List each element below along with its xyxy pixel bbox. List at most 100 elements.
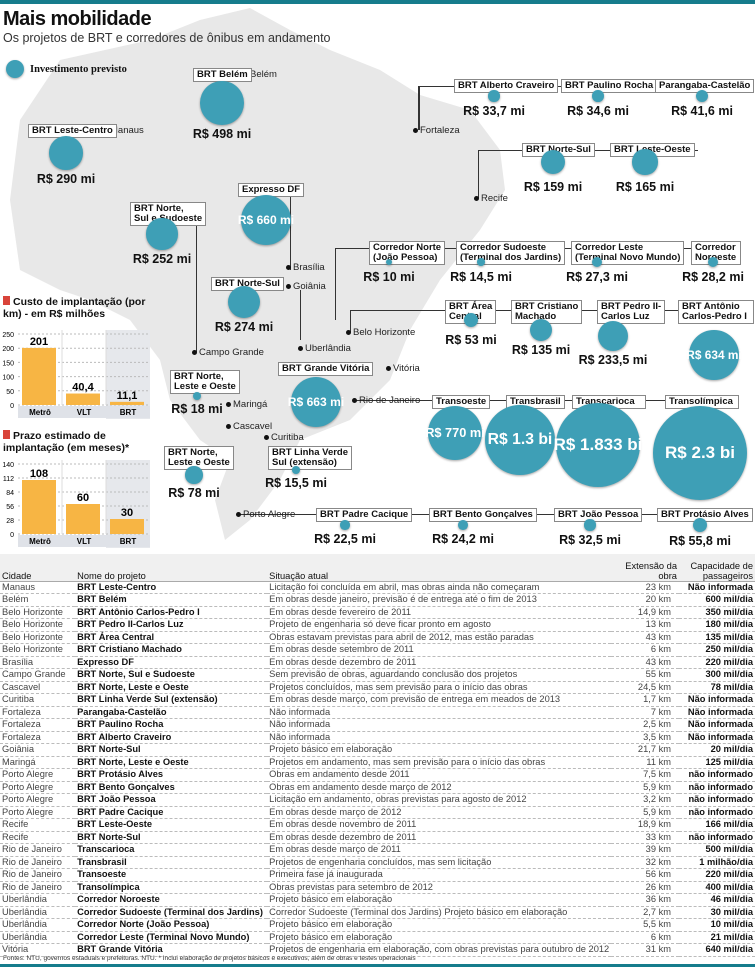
cell-project: BRT João Pessoa	[75, 793, 268, 807]
investment-circle	[458, 520, 468, 530]
y-tick-label: 200	[2, 346, 14, 353]
cell-status: Em obras desde março, com previsão de en…	[267, 693, 612, 707]
cell-status: Sem previsão de obras, aguardando conclu…	[267, 668, 612, 682]
cell-project: BRT Cristiano Machado	[75, 643, 268, 657]
table-row: Belo Horizonte BRT Antônio Carlos-Pedro I…	[0, 606, 755, 619]
table-row: Belo Horizonte BRT Pedro II-Carlos Luz Pro…	[0, 618, 755, 632]
y-tick-label: 56	[6, 504, 14, 511]
investment-value: R$ 22,5 mi	[314, 531, 376, 546]
investment-circle	[529, 318, 553, 342]
project-label: Corredor Norte (João Pessoa)	[369, 241, 446, 265]
cell-capacity: Não informada	[678, 718, 755, 732]
cell-length: 2,7 km	[611, 906, 679, 919]
city-label: Cascavel	[226, 421, 272, 432]
cell-length: 36 km	[611, 893, 679, 907]
x-tick-label: Metrô	[29, 537, 51, 546]
cell-capacity: 220 mil/dia	[678, 656, 755, 669]
project-label: Corredor Leste (Terminal Novo Mundo)	[571, 241, 685, 265]
investment-value: R$ 28,2 mi	[682, 270, 744, 284]
cell-project: Corredor Leste (Terminal Novo Mundo)	[75, 931, 268, 944]
investment-circle	[463, 312, 479, 328]
cell-project: BRT Linha Verde Sul (extensão)	[75, 693, 268, 707]
cell-city: Vitória	[0, 943, 76, 957]
projects-table: Cidade Nome do projeto Situação atual Exten…	[0, 554, 755, 957]
table-row: Curitiba BRT Linha Verde Sul (extensão) Em…	[0, 693, 755, 707]
cell-city: Recife	[0, 831, 76, 844]
cell-project: BRT Grande Vitória	[75, 943, 268, 957]
cell-length: 33 km	[611, 831, 679, 844]
y-tick-label: 28	[6, 518, 14, 525]
investment-value: R$ 2.3 bi	[665, 442, 735, 462]
city-label: Porto Alegre	[236, 509, 295, 520]
cell-status: Projetos de engenharia em elaboração, co…	[267, 943, 612, 957]
table-row: Rio de Janeiro Transolímpica Obras previst…	[0, 881, 755, 894]
investment-value: R$ 15,5 mi	[265, 475, 327, 490]
data-label: 108	[30, 468, 48, 480]
legend: Investimento previsto	[6, 60, 127, 78]
y-tick-label: 100	[2, 375, 14, 382]
city-label: Belém	[243, 69, 277, 80]
city-label: Fortaleza	[413, 125, 460, 136]
investment-value: R$ 55,8 mi	[669, 534, 731, 549]
investment-value: R$ 252 mi	[132, 251, 192, 266]
brt-highlight	[106, 460, 150, 548]
investment-circle	[200, 81, 244, 125]
bar-metrô	[22, 480, 56, 534]
table-row: Belém BRT Belém Em obras desde janeiro, pr…	[0, 593, 755, 607]
cell-capacity: 10 mil/dia	[678, 918, 755, 932]
cell-capacity: 500 mil/dia	[678, 843, 755, 857]
y-tick-label: 0	[10, 403, 14, 410]
investment-value: R$ 135 mi	[511, 343, 571, 358]
investment-circle	[385, 258, 393, 266]
table-row: Porto Alegre BRT Padre Cacique Em obras de…	[0, 806, 755, 819]
project-label: BRT Padre Cacique	[316, 508, 413, 522]
investment-circle: R$ 1.833 bi	[554, 403, 642, 487]
investment-circle	[340, 520, 350, 530]
investment-circle	[598, 321, 628, 351]
city-label: Manaus	[103, 125, 144, 136]
cell-city: Manaus	[0, 581, 76, 594]
cell-city: Brasília	[0, 656, 76, 669]
table-row: Porto Alegre BRT Protásio Alves Obras em a…	[0, 768, 755, 782]
x-tick-label: BRT	[120, 408, 137, 417]
investment-value: R$ 34,6 mi	[567, 103, 629, 118]
cell-status: Projeto básico em elaboração	[267, 931, 612, 944]
cell-city: Fortaleza	[0, 731, 76, 744]
table-row: Vitória BRT Grande Vitória Projetos de eng…	[0, 943, 755, 957]
city-label: Vitória	[386, 363, 420, 374]
investment-value: R$ 24,2 mi	[432, 531, 494, 546]
table-row: Uberlândia Corredor Noroeste Projeto básic…	[0, 893, 755, 907]
cell-length: 56 km	[611, 868, 679, 882]
cell-city: Rio de Janeiro	[0, 881, 76, 894]
chart-time-title: Prazo estimado de implantação (em meses)…	[3, 430, 130, 454]
cell-status: Obras previstas para setembro de 2012	[267, 881, 612, 894]
cell-capacity: 30 mil/dia	[678, 906, 755, 919]
cell-length: 6 km	[611, 931, 679, 944]
data-label: 11,1	[117, 390, 138, 402]
cell-length: 32 km	[611, 856, 679, 869]
cell-status: Obras estavam previstas para abril de 20…	[267, 631, 612, 644]
cell-capacity: Não informada	[678, 731, 755, 744]
cell-length: 3,5 km	[611, 731, 679, 744]
cell-project: Expresso DF	[75, 656, 268, 669]
cell-status: Não informada	[267, 731, 612, 744]
cell-status: Em obras desde dezembro de 2011	[267, 656, 612, 669]
cell-status: Projeto básico em elaboração	[267, 743, 612, 757]
cell-project: Corredor Norte (João Pessoa)	[75, 918, 268, 932]
page-title: Mais mobilidade	[3, 8, 152, 30]
cell-capacity: não informado	[678, 806, 755, 819]
investment-circle	[49, 136, 83, 170]
cell-city: Rio de Janeiro	[0, 868, 76, 882]
cell-status: Em obras desde janeiro, previsão é de en…	[267, 593, 612, 607]
cell-capacity: não informado	[678, 793, 755, 807]
table-row: Rio de Janeiro Transbrasil Projetos de eng…	[0, 856, 755, 869]
table-row: Uberlândia Corredor Norte (João Pessoa) Pr…	[0, 918, 755, 932]
city-label: Rio de Janeiro	[352, 395, 420, 406]
cell-status: Corredor Sudoeste (Terminal dos Jardins)…	[267, 906, 612, 919]
cell-city: Curitiba	[0, 693, 76, 707]
project-label: BRT Alberto Craveiro	[454, 79, 559, 93]
investment-circle	[692, 517, 708, 533]
investment-value: R$ 233,5 mi	[578, 352, 648, 367]
cell-project: BRT Protásio Alves	[75, 768, 268, 782]
cell-status: Obras em andamento desde 2011	[267, 768, 612, 782]
